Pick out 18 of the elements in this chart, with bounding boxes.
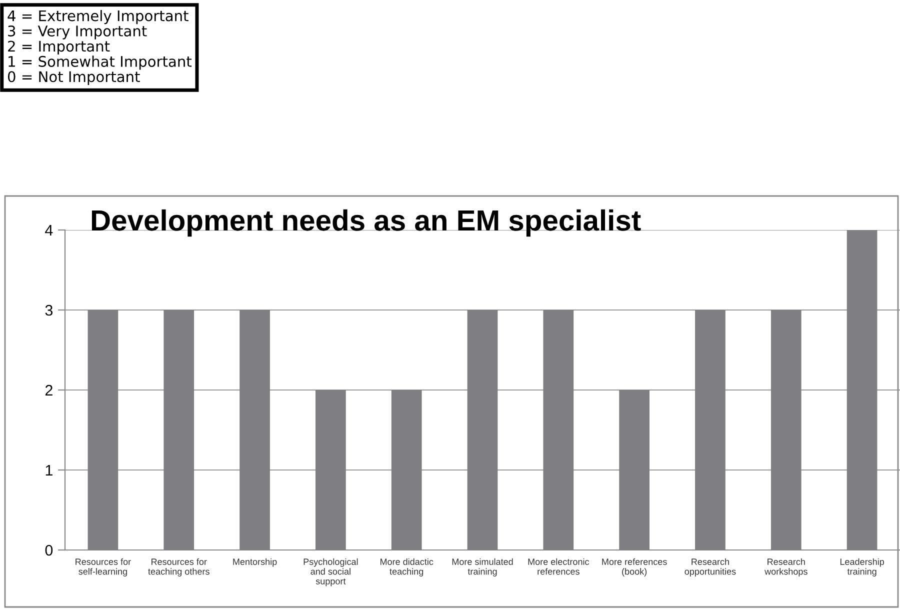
x-tick-label: More simulated training	[452, 558, 513, 576]
y-tick-label: 1	[46, 465, 52, 476]
y-tick-label: 0	[45, 544, 53, 556]
x-tick-label: More electronic references	[528, 558, 590, 575]
text: 4 = Extremely Important 3 = Very Important 2 = Important 1 = Somewhat Important 0 = Not Important	[8, 10, 192, 85]
chart-title: Development needs as an EM specialist	[92, 209, 641, 237]
x-tick-label: Leadership training	[840, 558, 884, 576]
x-tick-label: Research workshops	[764, 558, 808, 576]
x-tick-label: Resources for self-learning	[76, 558, 131, 576]
x-tick-label: Psychological and social support	[304, 558, 358, 586]
x-tick-label: More didactic teaching	[380, 558, 434, 576]
x-tick-label: More references (book)	[602, 558, 667, 576]
x-tick-label: Resources for teaching others	[148, 558, 210, 576]
y-tick-label: 4	[45, 225, 53, 236]
x-tick-label: Research opportunities	[684, 558, 736, 576]
y-tick-label: 2	[45, 384, 52, 396]
y-tick-label: 3	[45, 304, 53, 316]
x-tick-label: Mentorship	[233, 558, 277, 567]
